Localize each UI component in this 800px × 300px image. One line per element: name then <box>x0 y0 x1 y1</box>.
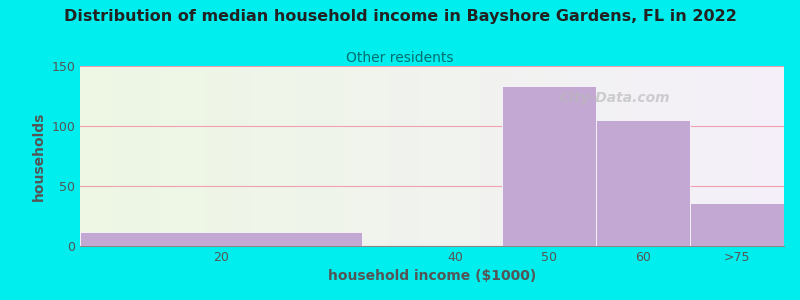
Bar <box>80 232 362 246</box>
Text: Other residents: Other residents <box>346 51 454 65</box>
Y-axis label: households: households <box>32 111 46 201</box>
Bar <box>502 86 596 246</box>
Bar <box>690 203 784 246</box>
Text: City-Data.com: City-Data.com <box>560 92 670 105</box>
X-axis label: household income ($1000): household income ($1000) <box>328 269 536 284</box>
Text: Distribution of median household income in Bayshore Gardens, FL in 2022: Distribution of median household income … <box>63 9 737 24</box>
Bar <box>596 120 690 246</box>
